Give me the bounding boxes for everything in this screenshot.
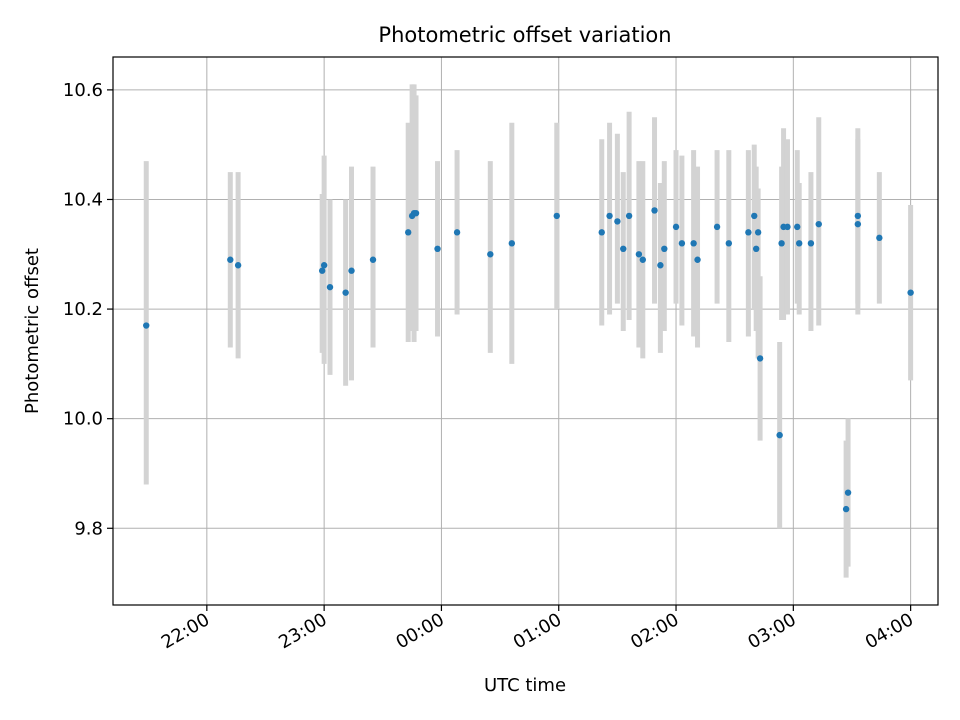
data-point (651, 207, 658, 214)
data-point (752, 245, 760, 252)
data-point (754, 229, 762, 236)
data-point (854, 220, 862, 228)
data-point (776, 431, 783, 439)
data-points (143, 207, 914, 513)
data-point (842, 505, 850, 513)
data-point (657, 262, 664, 269)
data-point (795, 240, 803, 247)
data-point (405, 229, 412, 236)
data-point (318, 267, 326, 274)
data-point (784, 223, 791, 231)
data-point (434, 245, 441, 252)
data-point (639, 256, 646, 263)
data-point (143, 322, 150, 329)
data-point (672, 223, 680, 231)
data-point (369, 256, 377, 263)
data-point (713, 223, 721, 231)
x-axis-title: UTC time (484, 675, 566, 696)
y-axis-ticks: 9.8 10.0 10.2 10.4 10.6 (63, 80, 113, 539)
data-point (326, 283, 334, 291)
data-point (553, 212, 560, 220)
data-point (745, 229, 752, 236)
data-point (794, 223, 801, 231)
data-point (320, 262, 328, 269)
data-point (815, 220, 822, 228)
data-point (625, 212, 633, 220)
data-point (342, 289, 349, 296)
data-point (807, 240, 815, 247)
data-point (412, 209, 420, 217)
data-point (876, 234, 883, 242)
data-point (661, 245, 668, 252)
y-axis-title: Photometric offset (22, 248, 43, 414)
y-tick-label: 10.0 (63, 409, 103, 430)
data-point (453, 229, 461, 236)
data-point (725, 240, 733, 247)
data-point (844, 489, 852, 496)
data-point (678, 240, 686, 247)
data-point (508, 240, 516, 247)
data-point (487, 251, 494, 258)
data-point (614, 218, 621, 225)
data-point (854, 212, 862, 220)
data-point (751, 212, 758, 220)
data-point (907, 289, 914, 296)
data-point (694, 256, 701, 263)
chart-title: Photometric offset variation (378, 23, 671, 47)
data-point (227, 256, 234, 263)
data-point (635, 251, 643, 258)
y-tick-label: 9.8 (74, 518, 103, 539)
y-tick-label: 10.4 (63, 189, 103, 210)
data-point (756, 355, 764, 362)
data-point (598, 229, 605, 236)
y-tick-label: 10.6 (63, 80, 103, 101)
data-point (690, 240, 697, 247)
plot-frame (112, 56, 939, 606)
data-point (606, 212, 613, 220)
data-point (620, 245, 627, 252)
data-point (348, 267, 355, 274)
data-point (234, 262, 242, 269)
y-tick-label: 10.2 (63, 299, 103, 320)
data-point (778, 240, 785, 247)
